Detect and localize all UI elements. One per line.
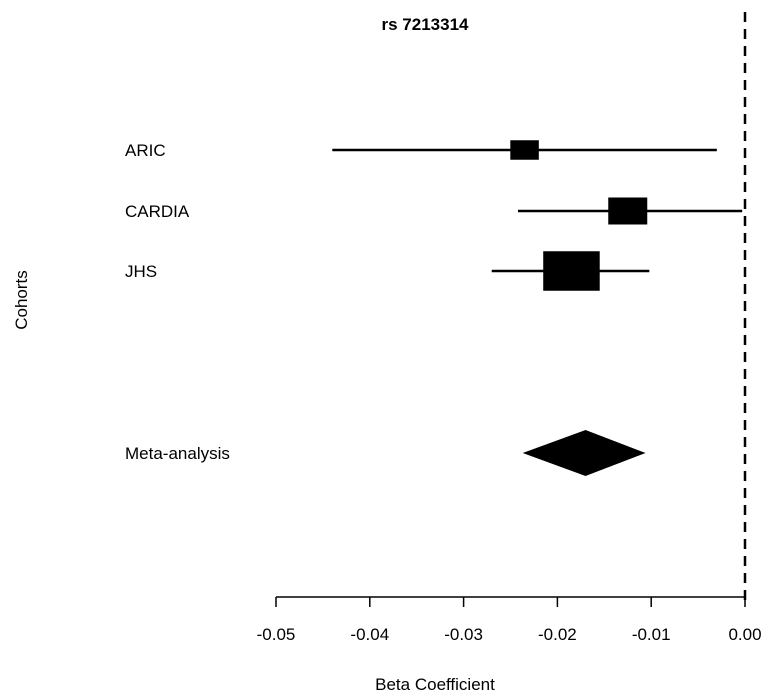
x-axis-label: Beta Coefficient: [375, 675, 495, 694]
x-tick-label: -0.04: [350, 625, 389, 644]
x-tick-label: -0.05: [257, 625, 296, 644]
x-axis: -0.05 -0.04 -0.03 -0.02 -0.01 0.00: [257, 597, 762, 644]
x-tick-label: 0.00: [728, 625, 761, 644]
estimate-box-jhs: [543, 251, 600, 291]
estimate-box-cardia: [608, 197, 648, 225]
y-axis-label: Cohorts: [12, 270, 31, 330]
chart-title: rs 7213314: [382, 15, 470, 34]
x-tick-label: -0.02: [538, 625, 577, 644]
meta-label: Meta-analysis: [125, 444, 230, 463]
study-label-cardia: CARDIA: [125, 202, 190, 221]
estimate-box-aric: [510, 140, 539, 160]
plot-marks: ARIC CARDIA JHS Meta-analysis: [125, 140, 743, 476]
study-label-jhs: JHS: [125, 262, 157, 281]
x-tick-label: -0.03: [444, 625, 483, 644]
x-tick-label: -0.01: [632, 625, 671, 644]
study-label-aric: ARIC: [125, 141, 166, 160]
meta-diamond: [522, 430, 646, 476]
